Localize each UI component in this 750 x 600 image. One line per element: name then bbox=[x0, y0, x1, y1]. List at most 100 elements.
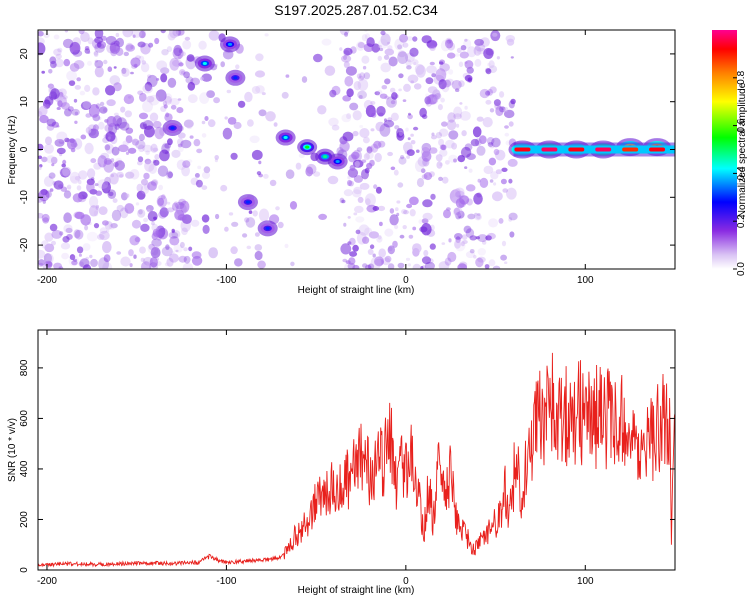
spectrogram-noise-speck bbox=[437, 104, 443, 111]
spectrogram-noise-speck bbox=[389, 214, 399, 226]
spectrogram-noise-speck bbox=[82, 100, 92, 109]
spectrogram-noise-speck bbox=[443, 79, 452, 88]
spectrogram-noise-speck bbox=[397, 50, 407, 58]
spectrogram-noise-speck bbox=[63, 190, 72, 199]
spectrogram-noise-speck bbox=[76, 77, 81, 82]
spectrogram-noise-speck bbox=[139, 121, 148, 130]
spectrogram-noise-speck bbox=[94, 42, 105, 53]
spectrogram-noise-speck bbox=[62, 38, 74, 49]
spectrogram-noise-speck bbox=[182, 160, 191, 168]
spectrogram-noise-speck bbox=[459, 111, 471, 121]
spectrogram-noise-speck bbox=[505, 140, 512, 146]
spectrogram-noise-speck bbox=[349, 251, 358, 257]
spectrogram-noise-speck bbox=[172, 47, 184, 60]
spectrogram-noise-speck bbox=[327, 175, 339, 185]
spectrogram-noise-speck bbox=[194, 173, 200, 178]
spectrogram-noise-speck bbox=[406, 203, 413, 209]
spectrogram-noise-speck bbox=[40, 188, 48, 196]
spectrogram-noise-speck bbox=[95, 206, 100, 210]
spectrogram-noise-speck bbox=[54, 58, 64, 68]
spectrogram-noise-speck bbox=[138, 55, 145, 62]
spectrogram-noise-speck bbox=[387, 117, 393, 122]
spectrogram-noise-speck bbox=[119, 121, 130, 131]
spectrogram-noise-speck bbox=[65, 227, 73, 233]
spectrogram-noise-speck bbox=[388, 56, 398, 67]
spectrogram-noise-speck bbox=[506, 187, 517, 200]
spectrogram-noise-speck bbox=[493, 182, 497, 186]
spectrogram-noise-speck bbox=[125, 193, 130, 198]
spectrogram-noise-speck bbox=[169, 57, 180, 71]
spectrogram-noise-speck bbox=[399, 234, 405, 239]
spectrogram-noise-speck bbox=[166, 201, 171, 205]
spectrogram-band-peak bbox=[514, 147, 531, 152]
spectrogram-noise-speck bbox=[269, 179, 277, 187]
spectrogram-noise-speck bbox=[370, 143, 379, 153]
spectrogram-noise-speck bbox=[407, 74, 419, 84]
spectrogram-noise-speck bbox=[71, 108, 80, 116]
spectrogram-noise-speck bbox=[125, 127, 134, 134]
spectrogram-noise-speck bbox=[431, 135, 437, 140]
spectrogram-noise-speck bbox=[398, 88, 402, 92]
spectrogram-noise-speck bbox=[69, 171, 80, 184]
spectrogram-noise-speck bbox=[183, 247, 188, 252]
spectrogram-noise-speck bbox=[343, 55, 347, 61]
spectrogram-noise-speck bbox=[228, 212, 234, 216]
spectrogram-noise-speck bbox=[90, 258, 98, 268]
spectrogram-noise-speck bbox=[183, 71, 191, 79]
spectrogram-noise-speck bbox=[364, 193, 376, 207]
spectrogram-noise-speck bbox=[493, 148, 500, 156]
snr-y-tick-label: 0 bbox=[19, 567, 30, 573]
spectrogram-noise-speck bbox=[482, 117, 493, 128]
spectrogram-noise-speck bbox=[258, 208, 270, 222]
spectrogram-noise-speck bbox=[48, 69, 53, 74]
spectrogram-noise-speck bbox=[101, 181, 112, 194]
spectrogram-noise-speck bbox=[129, 169, 140, 180]
spectrogram-noise-speck bbox=[125, 42, 134, 51]
spectrogram-noise-speck bbox=[193, 138, 201, 147]
spectrogram-noise-speck bbox=[390, 100, 396, 105]
spectrogram-noise-speck bbox=[344, 31, 349, 37]
spectrogram-noise-speck bbox=[102, 241, 112, 254]
spectrogram-noise-speck bbox=[51, 163, 55, 167]
spectrogram-noise-speck bbox=[59, 231, 64, 236]
spectrogram-noise-speck bbox=[281, 91, 289, 99]
spectrogram-noise-speck bbox=[476, 145, 486, 156]
spectrogram-noise-speck bbox=[441, 176, 449, 184]
spectrogram-noise-speck bbox=[473, 46, 482, 56]
spectrogram-noise-speck bbox=[74, 211, 85, 220]
spectrogram-noise-speck bbox=[97, 234, 105, 240]
spectrogram-noise-speck bbox=[423, 249, 429, 257]
spectrogram-noise-speck bbox=[71, 44, 80, 53]
spectrogram-noise-speck bbox=[464, 105, 468, 110]
spectrogram-noise-speck bbox=[168, 253, 179, 263]
spectrogram-noise-speck bbox=[448, 130, 459, 140]
spectrogram-noise-speck bbox=[165, 112, 170, 118]
spectrogram-noise-speck bbox=[38, 166, 42, 171]
spectrogram-noise-speck bbox=[144, 81, 153, 92]
spectrogram-noise-speck bbox=[188, 246, 193, 252]
spectrogram-noise-speck bbox=[487, 88, 493, 96]
spectrogram-noise-speck bbox=[97, 155, 108, 168]
spectrogram-noise-speck bbox=[417, 156, 428, 167]
spectrogram-noise-speck bbox=[426, 40, 438, 48]
spectrogram-noise-speck bbox=[464, 74, 473, 82]
spectrogram-noise-speck bbox=[80, 134, 87, 140]
spectrogram-noise-speck bbox=[468, 168, 473, 173]
spectrogram-noise-speck bbox=[408, 112, 411, 116]
spectrogram-noise-speck bbox=[357, 78, 369, 91]
spectrogram-noise-speck bbox=[78, 170, 88, 180]
spectrogram-noise-speck bbox=[58, 266, 64, 269]
spectrogram-noise-speck bbox=[482, 240, 487, 245]
spectrogram-noise-speck bbox=[492, 265, 501, 269]
spectrogram-noise-speck bbox=[187, 94, 198, 104]
spectrogram-y-tick-label: 0 bbox=[19, 146, 30, 152]
spectrogram-noise-speck bbox=[118, 144, 129, 153]
spectrogram-feature bbox=[219, 36, 240, 53]
spectrogram-noise-speck bbox=[74, 85, 82, 90]
spectrogram-noise-speck bbox=[458, 80, 465, 88]
spectrogram-noise-speck bbox=[168, 231, 179, 239]
spectrogram-noise-speck bbox=[135, 202, 140, 206]
spectrogram-noise-speck bbox=[61, 252, 69, 260]
spectrogram-noise-speck bbox=[237, 100, 246, 108]
spectrogram-noise-speck bbox=[375, 186, 382, 194]
